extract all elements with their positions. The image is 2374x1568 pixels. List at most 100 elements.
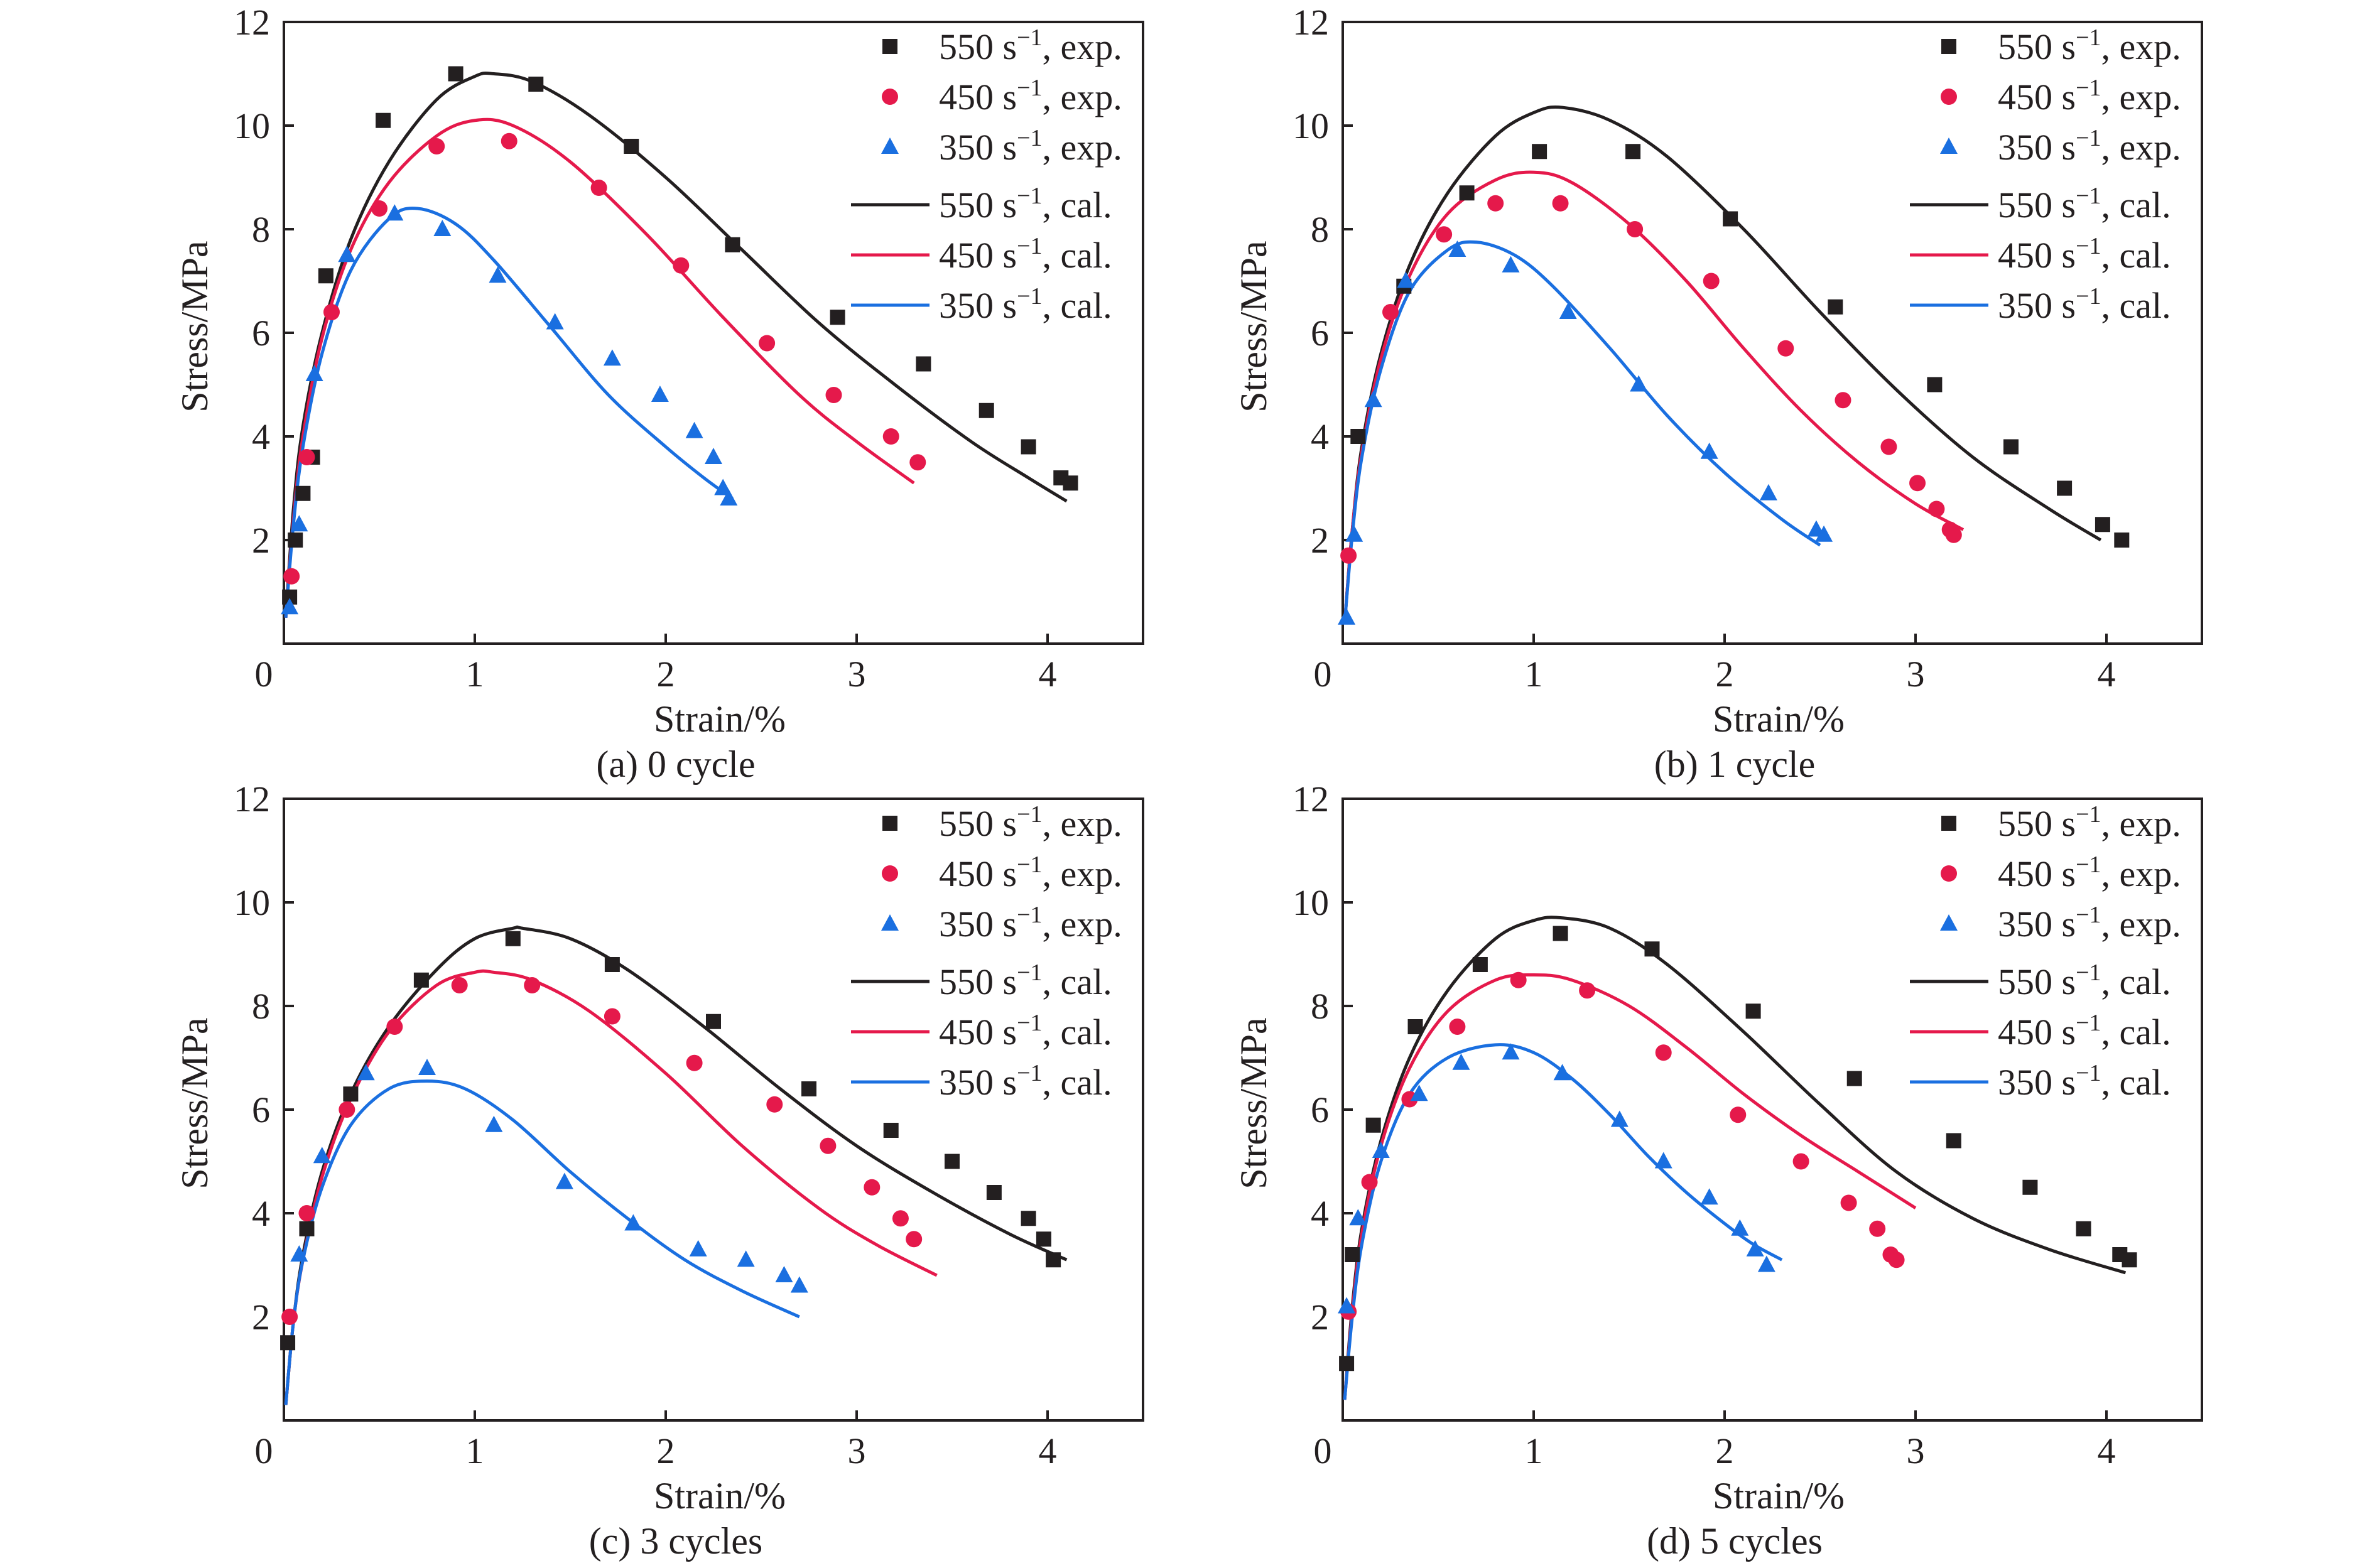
legend-exponent: −1 bbox=[2076, 283, 2101, 310]
legend-unit: s bbox=[994, 185, 1017, 225]
legend-rate: 450 bbox=[1998, 1012, 2052, 1052]
legend-exponent: −1 bbox=[1017, 852, 1042, 878]
data-point-350-exp bbox=[624, 1214, 642, 1231]
x-tick-label: 2 bbox=[657, 654, 675, 695]
data-point-550-exp bbox=[1745, 1003, 1761, 1019]
legend-rate: 350 bbox=[1998, 127, 2052, 168]
data-point-450-exp bbox=[386, 1019, 403, 1035]
legend-rate: 550 bbox=[1998, 26, 2052, 67]
legend-label: 350 s−1, exp. bbox=[939, 125, 1122, 168]
legend-rate: 350 bbox=[939, 1062, 994, 1103]
legend-exponent: −1 bbox=[2076, 233, 2101, 259]
y-tick-label: 4 bbox=[1311, 416, 1329, 457]
x-tick-label: 4 bbox=[2098, 1430, 2116, 1471]
legend-separator: , bbox=[1043, 961, 1061, 1002]
legend-separator: , bbox=[1043, 127, 1061, 168]
data-point-550-exp bbox=[1459, 185, 1475, 201]
legend-exponent: −1 bbox=[1017, 24, 1042, 51]
legend-rate: 550 bbox=[939, 185, 994, 225]
data-point-450-exp bbox=[1777, 340, 1794, 357]
data-point-450-exp bbox=[323, 304, 340, 320]
legend-marker-swatch bbox=[882, 39, 897, 54]
data-point-550-exp bbox=[299, 1221, 315, 1236]
legend-exponent: −1 bbox=[1017, 960, 1042, 986]
data-point-550-exp bbox=[1472, 957, 1488, 972]
legend-unit: s bbox=[994, 127, 1017, 168]
legend-rate: 550 bbox=[939, 803, 994, 844]
legend-label: 550 s−1, cal. bbox=[939, 960, 1112, 1002]
data-point-450-exp bbox=[1487, 195, 1504, 212]
marker-layer bbox=[1338, 926, 2137, 1371]
legend-separator: , bbox=[2101, 77, 2120, 117]
x-tick-label: 1 bbox=[1525, 654, 1543, 695]
legend-exponent: −1 bbox=[2076, 183, 2101, 209]
legend-label: 550 s−1, cal. bbox=[1998, 183, 2171, 225]
legend-label: 450 s−1, cal. bbox=[1998, 1010, 2171, 1052]
y-tick-label: 12 bbox=[234, 2, 270, 43]
series-line-350-cal bbox=[1343, 240, 1821, 624]
y-tick-label: 8 bbox=[1311, 986, 1329, 1027]
data-point-350-exp bbox=[305, 365, 323, 381]
legend-kind: , cal. bbox=[1043, 185, 1112, 225]
legend-kind: , exp. bbox=[2101, 77, 2181, 117]
legend-label: 350 s−1, cal. bbox=[1998, 1060, 2171, 1103]
data-point-550-exp bbox=[318, 268, 333, 284]
data-point-450-exp bbox=[604, 1008, 621, 1025]
data-point-450-exp bbox=[524, 977, 541, 993]
data-point-550-exp bbox=[986, 1185, 1002, 1200]
legend-exponent: −1 bbox=[1017, 75, 1042, 101]
data-point-450-exp bbox=[1928, 500, 1945, 517]
data-point-350-exp bbox=[1448, 241, 1466, 257]
panel-caption: (b) 1 cycle bbox=[1654, 743, 1816, 785]
legend-separator: , bbox=[1043, 1062, 1061, 1103]
data-point-550-exp bbox=[604, 957, 620, 972]
legend-kind-text: exp. bbox=[2120, 77, 2181, 117]
data-point-550-exp bbox=[1046, 1252, 1061, 1268]
x-tick-label: 4 bbox=[2098, 654, 2116, 695]
y-tick-label: 4 bbox=[252, 1193, 270, 1234]
data-point-550-exp bbox=[1021, 439, 1036, 455]
data-point-550-exp bbox=[830, 310, 845, 325]
legend-separator: , bbox=[1043, 77, 1061, 117]
legend-unit: s bbox=[994, 961, 1017, 1002]
legend-kind-text: exp. bbox=[2120, 26, 2181, 67]
data-point-350-exp bbox=[1610, 1110, 1629, 1127]
data-point-550-exp bbox=[2095, 517, 2110, 533]
x-tick-label: 1 bbox=[466, 1430, 484, 1471]
data-point-450-exp bbox=[339, 1101, 355, 1118]
legend-label: 550 s−1, exp. bbox=[1998, 801, 2181, 844]
data-point-450-exp bbox=[1703, 273, 1720, 289]
legend-marker-swatch bbox=[882, 865, 898, 882]
data-point-350-exp bbox=[1338, 608, 1356, 625]
legend-exponent: −1 bbox=[1017, 801, 1042, 828]
data-point-550-exp bbox=[2022, 1179, 2038, 1195]
x-axis-title: Strain/% bbox=[654, 698, 786, 740]
legend-exponent: −1 bbox=[2076, 852, 2101, 878]
legend-kind-text: cal. bbox=[1061, 1012, 1112, 1052]
series-line-550-cal bbox=[1343, 105, 2102, 624]
data-point-350-exp bbox=[1553, 1064, 1571, 1081]
legend-label: 550 s−1, cal. bbox=[939, 183, 1112, 225]
legend-kind: , cal. bbox=[2101, 285, 2171, 326]
data-point-550-exp bbox=[1828, 299, 1843, 315]
legend-kind-text: cal. bbox=[1061, 185, 1112, 225]
data-point-350-exp bbox=[485, 1115, 503, 1132]
data-point-550-exp bbox=[413, 972, 429, 988]
legend-rate: 550 bbox=[939, 961, 994, 1002]
data-point-550-exp bbox=[1946, 1133, 1961, 1149]
legend-marker-swatch bbox=[1941, 865, 1957, 882]
legend-separator: , bbox=[1043, 26, 1061, 67]
data-point-350-exp bbox=[313, 1147, 331, 1164]
data-point-550-exp bbox=[945, 1154, 960, 1169]
data-point-450-exp bbox=[1361, 1174, 1378, 1191]
x-tick-label: 1 bbox=[466, 654, 484, 695]
data-point-350-exp bbox=[555, 1172, 573, 1189]
legend-exponent: −1 bbox=[2076, 1010, 2101, 1036]
data-point-450-exp bbox=[906, 1231, 923, 1248]
legend-unit: s bbox=[2052, 285, 2076, 326]
legend-kind-text: cal. bbox=[2120, 185, 2171, 225]
legend-rate: 350 bbox=[1998, 285, 2052, 326]
legend-exponent: −1 bbox=[1017, 283, 1042, 310]
